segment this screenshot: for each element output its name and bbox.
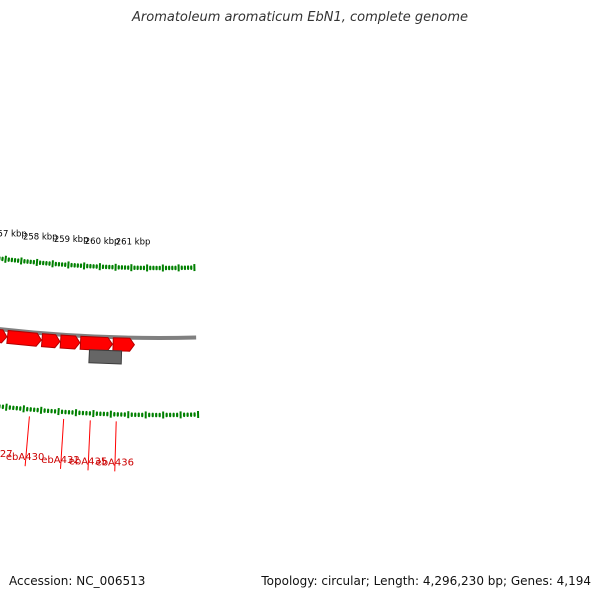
scale-label: 257 kbp [0, 230, 27, 240]
gene-arrow-feature-10 [59, 334, 81, 350]
topology-text: Topology: circular; Length: 4,296,230 bp… [261, 574, 591, 588]
inner-tick-ring [0, 255, 196, 272]
tick-major [5, 403, 8, 411]
gene-label: ebA427 [0, 449, 13, 460]
scale-label: 260 kbp [85, 237, 120, 247]
gene-label-leader [24, 416, 30, 467]
gene-arrow-feature-9 [40, 333, 61, 349]
scale-label: 261 kbp [116, 238, 151, 248]
accession-text: Accession: NC_006513 [9, 574, 146, 588]
gene-label: ebA435 [69, 456, 107, 467]
gene-label: ebA430 [6, 452, 44, 463]
gene-label-layer: ebA418ebA419ebA421ebA425ebA426ebA427ebA4… [0, 416, 134, 472]
tick-major [22, 405, 26, 413]
scale-label: 258 kbp [23, 233, 58, 243]
genome-backbone [0, 326, 197, 340]
genome-title: Aromatoleum aromaticum EbN1, complete ge… [132, 10, 468, 25]
tick-major [39, 406, 43, 414]
tick-major [51, 260, 54, 268]
scale-label-layer: 252 kbp253 kbp254 kbp255 kbp256 kbp257 k… [0, 230, 151, 248]
gene-arrow-feature-8 [6, 329, 42, 347]
gene-arrow-feature-11 [79, 335, 114, 352]
gene-label-leader [114, 421, 117, 472]
tick-major [4, 255, 8, 263]
outer-tick-ring [0, 403, 200, 419]
gene-arrow-feature-12 [112, 337, 136, 352]
tick-layer [0, 255, 200, 419]
gene-label-leader [87, 420, 91, 471]
tick-major [35, 258, 39, 267]
gene-label-leader [60, 418, 65, 469]
scale-label: 259 kbp [54, 235, 89, 245]
tick-major [19, 257, 23, 265]
gene-label: ebA432 [41, 455, 79, 466]
gene-arrow-feature-7 [0, 329, 8, 344]
feature-box-feature-14 [88, 349, 123, 365]
gene-label: ebA436 [96, 457, 134, 468]
backbone-layer [0, 326, 197, 340]
feature-layer [0, 329, 136, 365]
